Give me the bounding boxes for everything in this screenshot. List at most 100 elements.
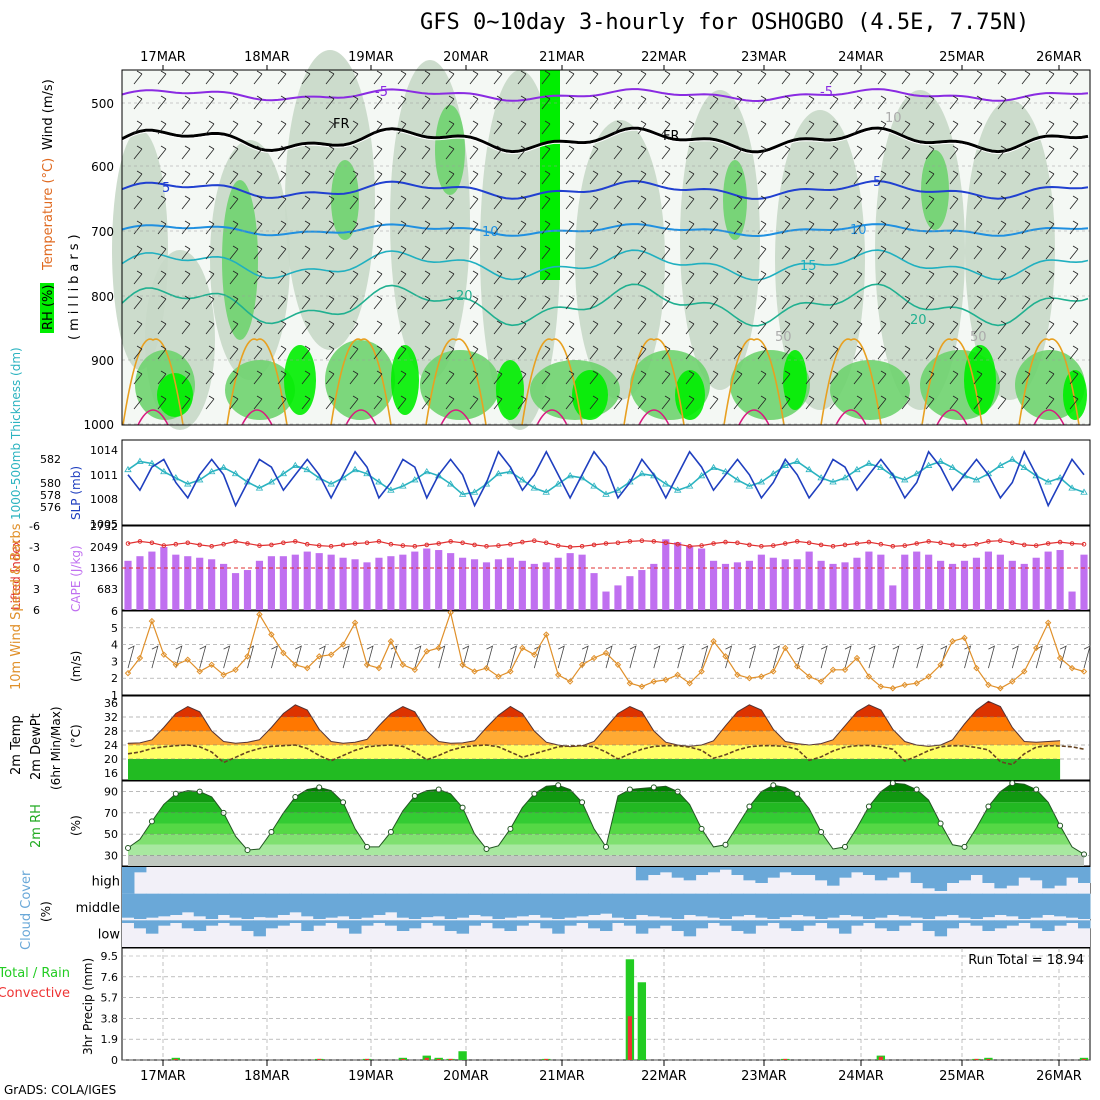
wind-barb: [877, 145, 887, 160]
wind-barb: [925, 270, 935, 285]
wind-barb: [253, 170, 263, 185]
wind-barb: [229, 220, 239, 235]
wind-speed-point: [817, 678, 825, 685]
wind-speed-point: [304, 664, 311, 672]
precip-total-legend: Total / Rain: [0, 966, 70, 981]
wind-barb: [421, 245, 431, 260]
lifted-index-point: [771, 543, 776, 548]
cape-bar: [554, 557, 562, 610]
wind-barb: [205, 395, 215, 410]
thickness-point: [805, 465, 813, 473]
rh-point: [794, 790, 801, 797]
surface-wind-barb: [199, 645, 207, 669]
wind-barb: [229, 320, 239, 335]
wind-barb: [637, 295, 647, 310]
cape-bar: [530, 563, 538, 610]
wind-barb: [301, 70, 311, 85]
thickness-point: [972, 476, 981, 483]
wind-speed-point: [327, 651, 335, 658]
rh-point: [937, 820, 944, 827]
cloud-middle-bar: [671, 893, 685, 919]
cloud-middle-bar: [910, 893, 924, 918]
wind-barb: [541, 245, 551, 260]
surface-wind-barb: [294, 645, 302, 669]
wind-barb: [205, 245, 215, 260]
cloud-panel: high middle low Cloud Cover (%): [19, 866, 1091, 950]
wind-speed-point: [746, 674, 753, 682]
rh-shading: [284, 345, 316, 415]
precip-convective-bar: [627, 1016, 632, 1060]
cloud-high-bar: [910, 867, 924, 883]
wind-speed-point: [1068, 664, 1076, 672]
wind-barb: [877, 170, 887, 185]
wind-barb: [781, 220, 791, 235]
cloud-middle-bar: [122, 893, 135, 918]
lifted-index-point: [460, 540, 465, 546]
wind-barb: [661, 295, 671, 310]
lifted-index-point: [448, 539, 453, 544]
wind-barb: [445, 95, 455, 110]
wind-barb: [277, 345, 287, 360]
wind-speed-point: [566, 678, 574, 685]
cloud-level-label: low: [98, 928, 121, 943]
wind-barb: [157, 120, 167, 135]
cloud-middle-bar: [564, 893, 577, 918]
cape-bar: [960, 560, 969, 610]
wind-barb: [661, 395, 671, 410]
cape-bar: [208, 559, 216, 610]
thickness-point: [901, 476, 909, 483]
wind-barb: [949, 320, 959, 335]
cloud-middle-bar: [803, 893, 816, 917]
surface-wind-barb: [749, 645, 757, 669]
cloud-middle-bar: [193, 893, 207, 917]
wind-barb: [589, 345, 599, 360]
surface-wind-barb: [151, 645, 159, 669]
wind-barb: [973, 145, 983, 160]
wind-barb: [205, 145, 215, 160]
thickness-point: [1080, 488, 1088, 495]
cape-bar: [160, 546, 168, 610]
wind-barb: [421, 395, 431, 410]
contour-30: [345, 409, 377, 426]
rh-shading: [390, 60, 470, 380]
cloud-low-bar: [958, 920, 971, 923]
cloud-low-bar: [289, 920, 302, 923]
cloud-low-bar: [133, 920, 147, 929]
rh-point: [650, 784, 657, 791]
lifted-index-point: [818, 542, 824, 548]
wind-barb: [757, 245, 767, 260]
run-total-label: Run Total = 18.94: [968, 953, 1084, 968]
cloud-middle-bar: [456, 893, 470, 918]
cape-bar: [411, 551, 419, 610]
thickness-point: [148, 459, 156, 466]
cloud-middle-bar: [635, 893, 649, 915]
rh-point: [913, 786, 920, 793]
lifted-index-point: [257, 543, 262, 548]
wind-barb: [373, 370, 383, 385]
rh-axis-label: RH (%): [41, 285, 56, 330]
cloud-middle-bar: [205, 893, 219, 919]
thickness-point: [638, 469, 646, 477]
cloud-low-bar: [850, 920, 864, 926]
slp-axis-label: SLP (mb): [69, 466, 83, 520]
wind-barb: [1069, 70, 1079, 85]
cloud-high-bar: [874, 867, 888, 881]
wind-barb: [949, 245, 959, 260]
bottom-date-label: 26MAR: [1036, 1069, 1082, 1084]
wind-barb: [1045, 345, 1055, 360]
wind-barb: [541, 95, 551, 110]
wind-barb: [421, 320, 431, 335]
wind-speed-point: [244, 653, 251, 660]
wind-barb: [157, 220, 167, 235]
cloud-low-bar: [683, 920, 697, 937]
wind-barb: [349, 70, 359, 85]
wind-barb: [229, 245, 239, 260]
pressure-tick-label: 800: [91, 290, 114, 304]
pressure-tick-label: 1000: [83, 418, 114, 432]
wind-barb: [301, 145, 311, 160]
wind-barb: [613, 395, 623, 410]
cloud-middle-bar: [1030, 893, 1043, 918]
lifted-index-point: [639, 538, 645, 544]
wind-barb: [133, 170, 143, 185]
